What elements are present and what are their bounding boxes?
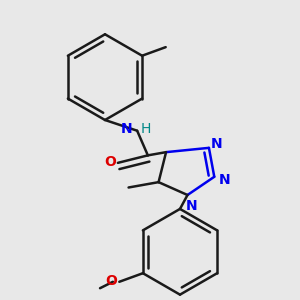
Text: N: N: [121, 122, 132, 136]
Text: N: N: [186, 199, 198, 213]
Text: N: N: [219, 173, 231, 187]
Text: O: O: [104, 155, 116, 169]
Text: N: N: [211, 136, 222, 151]
Text: H: H: [140, 122, 151, 136]
Text: O: O: [105, 274, 117, 288]
